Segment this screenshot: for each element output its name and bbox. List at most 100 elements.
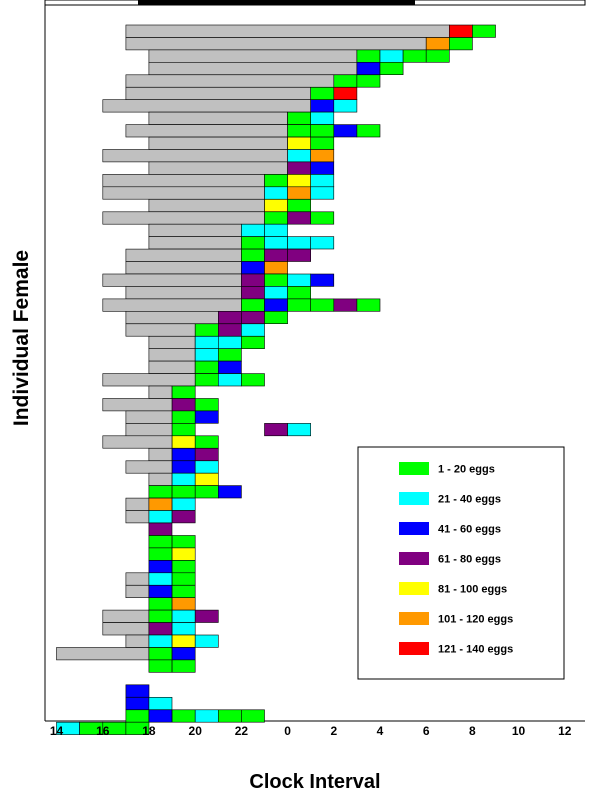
egg-cell xyxy=(310,149,335,163)
pre-oviposition-bar xyxy=(148,161,288,175)
egg-cell xyxy=(264,261,288,275)
pre-oviposition-bar xyxy=(148,447,173,461)
egg-cell xyxy=(194,373,219,387)
egg-cell xyxy=(310,186,335,200)
egg-cell xyxy=(310,124,335,138)
bars-layer xyxy=(56,24,496,735)
pre-oviposition-bar xyxy=(125,510,150,524)
egg-cell xyxy=(287,199,312,213)
x-tick-label: 8 xyxy=(469,724,476,738)
egg-cell xyxy=(218,709,242,723)
egg-cell xyxy=(194,447,219,461)
egg-cell xyxy=(356,74,381,88)
pre-oviposition-bar xyxy=(148,49,358,63)
egg-cell xyxy=(194,472,219,486)
pre-oviposition-bar xyxy=(148,335,196,349)
egg-cell xyxy=(264,211,288,225)
egg-cell xyxy=(310,273,335,287)
egg-cell xyxy=(171,510,196,524)
egg-cell xyxy=(148,560,173,574)
legend-label: 41 - 60 eggs xyxy=(438,524,501,536)
egg-cell xyxy=(448,37,473,51)
egg-cell xyxy=(310,298,335,312)
egg-cell xyxy=(148,510,173,524)
egg-cell xyxy=(264,236,288,250)
egg-cell xyxy=(333,298,358,312)
pre-oviposition-bar xyxy=(148,111,288,125)
legend: 1 - 20 eggs 21 - 40 eggs 41 - 60 eggs 61 - … xyxy=(357,446,565,680)
legend-label: 121 - 140 eggs xyxy=(438,644,513,656)
legend-swatch xyxy=(399,492,429,505)
egg-cell xyxy=(241,310,265,324)
egg-cell xyxy=(241,273,265,287)
pre-oviposition-bar xyxy=(148,385,173,399)
egg-cell xyxy=(171,410,196,424)
pre-oviposition-bar xyxy=(125,460,173,474)
egg-cell xyxy=(264,199,288,213)
egg-cell xyxy=(218,335,242,349)
x-tick-label: 20 xyxy=(189,724,203,738)
egg-cell xyxy=(264,223,288,237)
egg-cell xyxy=(333,87,358,101)
egg-cell xyxy=(241,373,265,387)
egg-cell xyxy=(194,335,219,349)
egg-cell xyxy=(171,547,196,561)
egg-cell xyxy=(218,348,242,362)
x-tick-label: 16 xyxy=(96,724,110,738)
egg-cell xyxy=(171,472,196,486)
pre-oviposition-bar xyxy=(102,609,150,623)
egg-cell xyxy=(194,435,219,449)
egg-cell xyxy=(194,460,219,474)
egg-cell xyxy=(241,298,265,312)
legend-swatch xyxy=(399,522,429,535)
egg-cell xyxy=(241,323,265,337)
x-tick-label: 10 xyxy=(512,724,526,738)
egg-cell xyxy=(287,111,312,125)
pre-oviposition-bar xyxy=(102,149,288,163)
egg-cell xyxy=(125,709,150,723)
egg-cell xyxy=(310,161,335,175)
egg-cell xyxy=(148,522,173,536)
pre-oviposition-bar xyxy=(125,74,335,88)
egg-cell xyxy=(264,310,288,324)
egg-cell xyxy=(194,360,219,374)
pre-oviposition-bar xyxy=(102,373,196,387)
egg-cell xyxy=(171,597,196,611)
pre-oviposition-bar xyxy=(125,261,242,275)
egg-cell xyxy=(264,286,288,300)
x-tick-label: 2 xyxy=(330,724,337,738)
egg-cell xyxy=(148,709,173,723)
egg-cell xyxy=(148,622,173,636)
y-axis-label: Individual Female xyxy=(10,250,33,426)
pre-oviposition-bar xyxy=(148,472,173,486)
egg-cell xyxy=(125,696,150,710)
legend-label: 61 - 80 eggs xyxy=(438,554,501,566)
egg-cell xyxy=(287,136,312,150)
pre-oviposition-bar xyxy=(125,410,173,424)
egg-cell xyxy=(333,74,358,88)
egg-cell xyxy=(171,560,196,574)
top-black-band xyxy=(138,0,415,5)
egg-cell xyxy=(148,696,173,710)
egg-cell xyxy=(218,485,242,499)
pre-oviposition-bar xyxy=(125,634,150,648)
legend-swatch xyxy=(399,552,429,565)
egg-cell xyxy=(310,111,335,125)
egg-cell xyxy=(171,647,196,661)
egg-cell xyxy=(148,634,173,648)
legend-box xyxy=(357,446,565,680)
egg-cell xyxy=(171,460,196,474)
egg-cell xyxy=(287,248,312,262)
pre-oviposition-bar xyxy=(102,398,173,412)
egg-cell xyxy=(218,310,242,324)
egg-cell xyxy=(218,323,242,337)
egg-cell xyxy=(125,684,150,698)
egg-cell xyxy=(241,335,265,349)
egg-cell xyxy=(194,609,219,623)
egg-cell xyxy=(241,223,265,237)
egg-cell xyxy=(356,124,381,138)
egg-cell xyxy=(148,659,173,673)
pre-oviposition-bar xyxy=(102,622,150,636)
pre-oviposition-bar xyxy=(125,37,427,51)
